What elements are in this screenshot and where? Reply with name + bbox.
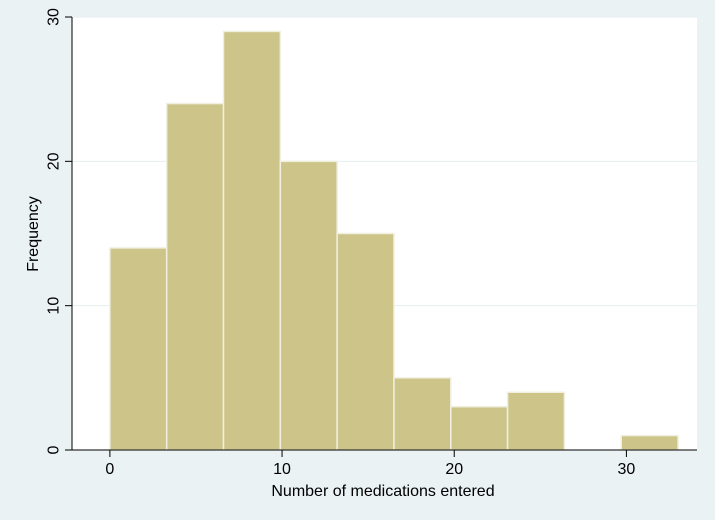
x-tick-label-30: 30 (618, 461, 636, 478)
x-ticks: 0 10 20 30 (105, 450, 635, 478)
y-tick-label-0: 0 (46, 445, 63, 454)
y-tick-label-10: 10 (46, 297, 63, 315)
axes (71, 17, 697, 451)
histogram-bar-6 (393, 377, 452, 451)
y-ticks: 0 10 20 30 (46, 8, 72, 454)
histogram-bar-10 (620, 434, 679, 451)
x-tick-label-10: 10 (273, 461, 291, 478)
histogram-bar-4 (279, 160, 338, 451)
y-tick-label-20: 20 (46, 152, 63, 170)
histogram-bar-5 (336, 232, 395, 451)
histogram-bar-1 (109, 247, 168, 451)
histogram-bar-3 (222, 30, 282, 451)
bars (109, 30, 679, 451)
y-axis-label: Frequency (25, 196, 42, 272)
x-axis-label: Number of medications entered (271, 483, 494, 500)
x-tick-label-0: 0 (105, 461, 114, 478)
x-tick-label-20: 20 (445, 461, 463, 478)
y-tick-label-30: 30 (46, 8, 63, 26)
histogram-bar-8 (506, 391, 566, 451)
histogram-bar-7 (450, 405, 509, 451)
histogram-bar-2 (165, 102, 225, 451)
